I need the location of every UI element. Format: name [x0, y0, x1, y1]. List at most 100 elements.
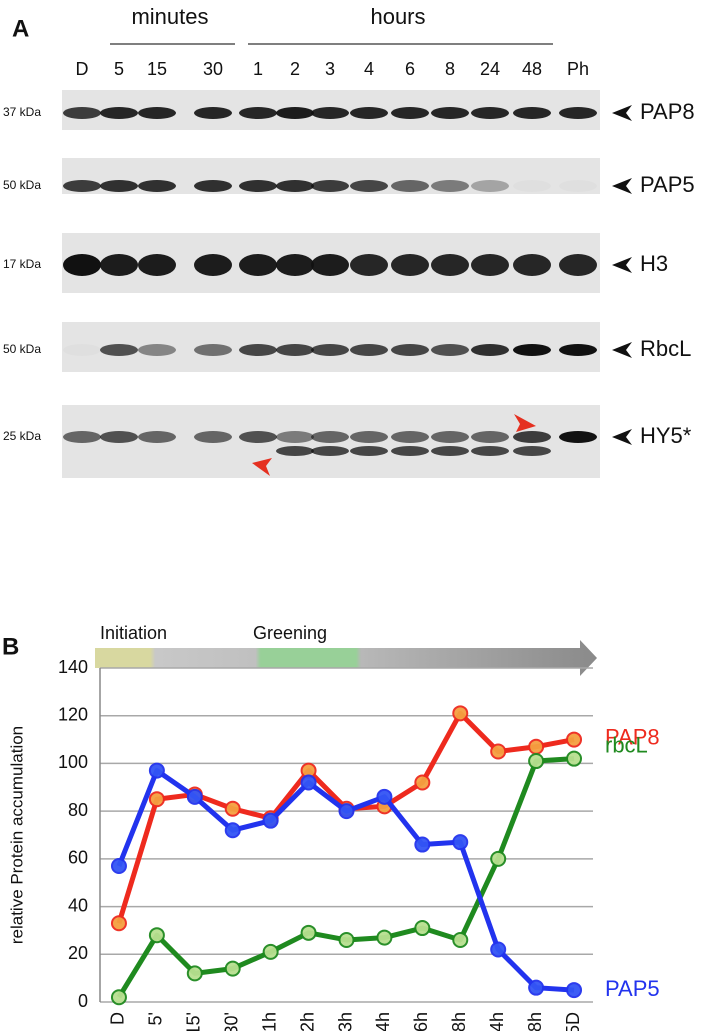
blot-band [471, 431, 509, 443]
data-point [490, 941, 507, 958]
blot-band [63, 180, 101, 192]
blot-band [391, 107, 429, 119]
x-tick-label: 5' [146, 1012, 166, 1025]
y-tick-label: 0 [78, 991, 88, 1011]
x-tick-label: 48h [525, 1012, 545, 1031]
blot-band [138, 344, 176, 356]
data-point [414, 836, 431, 853]
data-point [452, 705, 469, 722]
lane-label: 1 [253, 59, 263, 79]
lane-label: Ph [567, 59, 589, 79]
x-tick-label: 1h [259, 1012, 279, 1031]
blot-band [391, 180, 429, 192]
blot-band [513, 107, 551, 119]
blot-band [559, 254, 597, 276]
kda-label: 37 kDa [3, 105, 41, 119]
kda-label: 50 kDa [3, 178, 41, 192]
blot-band [194, 107, 232, 119]
blot-band [431, 344, 469, 356]
data-point [110, 858, 127, 875]
arrowhead [612, 429, 632, 445]
blot-band [513, 180, 551, 192]
data-point [490, 743, 507, 760]
blot-band [559, 431, 597, 443]
blot-band [391, 431, 429, 443]
blot-band [431, 180, 469, 192]
kda-label: 25 kDa [3, 429, 41, 443]
blot-band [431, 107, 469, 119]
blot-band [194, 431, 232, 443]
blot-band [276, 344, 314, 356]
blot-band [194, 180, 232, 192]
data-point [186, 965, 203, 982]
data-point [566, 731, 583, 748]
blot-band [194, 254, 232, 276]
blot-band [559, 180, 597, 192]
blot-band [513, 254, 551, 276]
blot-band [239, 431, 277, 443]
blot-band [311, 180, 349, 192]
data-point [186, 788, 203, 805]
blot-band [63, 254, 101, 276]
data-point [224, 960, 241, 977]
kda-label: 50 kDa [3, 342, 41, 356]
data-point [452, 931, 469, 948]
data-point [528, 753, 545, 770]
y-tick-label: 100 [58, 752, 88, 772]
protein-label: PAP5 [640, 172, 695, 197]
blot-band [239, 254, 277, 276]
data-point [528, 979, 545, 996]
blot-band [276, 254, 314, 276]
blot-band [239, 180, 277, 192]
data-point [566, 982, 583, 999]
lane-label: D [76, 59, 89, 79]
panel-label: A [12, 15, 29, 42]
blot-band [350, 107, 388, 119]
blot-band [100, 254, 138, 276]
protein-label: PAP8 [640, 99, 695, 124]
group-label: hours [370, 4, 425, 29]
y-tick-label: 40 [68, 895, 88, 915]
lane-label: 3 [325, 59, 335, 79]
timeline-arrow [95, 640, 597, 676]
lane-label: 24 [480, 59, 500, 79]
y-tick-label: 20 [68, 943, 88, 963]
data-point [224, 822, 241, 839]
data-point [148, 927, 165, 944]
y-tick-label: 120 [58, 704, 88, 724]
y-tick-label: 140 [58, 657, 88, 677]
blot-band [311, 431, 349, 443]
blot-band [311, 254, 349, 276]
x-tick-label: 30' [221, 1012, 241, 1031]
blot-band [431, 446, 469, 456]
lane-label: 4 [364, 59, 374, 79]
x-tick-label: 4h [373, 1012, 393, 1031]
blot-band [100, 107, 138, 119]
blot-band [559, 107, 597, 119]
red-arrowhead [252, 458, 272, 476]
data-point [376, 788, 393, 805]
lane-label: 5 [114, 59, 124, 79]
protein-label: H3 [640, 251, 668, 276]
blot-band [471, 180, 509, 192]
data-point [490, 850, 507, 867]
blot-band [100, 431, 138, 443]
protein-label: RbcL [640, 336, 691, 361]
blot-band [559, 344, 597, 356]
plot: 0 20 40 60 80 100 120 140 D 5' 15' 30' 1h 2h 3h 4h 6h 8h 2… [58, 657, 660, 1031]
data-point [110, 989, 127, 1006]
blot-band [350, 446, 388, 456]
phase-label: Initiation [100, 623, 167, 643]
blot-band [431, 431, 469, 443]
blot-band [513, 446, 551, 456]
lane-label: 8 [445, 59, 455, 79]
blot-band [431, 254, 469, 276]
data-point [300, 774, 317, 791]
blot-band [391, 446, 429, 456]
blot-band [276, 446, 314, 456]
blot-band [138, 180, 176, 192]
blot-band [194, 344, 232, 356]
kda-label: 17 kDa [3, 257, 41, 271]
protein-label: HY5* [640, 423, 692, 448]
blot-band [350, 344, 388, 356]
